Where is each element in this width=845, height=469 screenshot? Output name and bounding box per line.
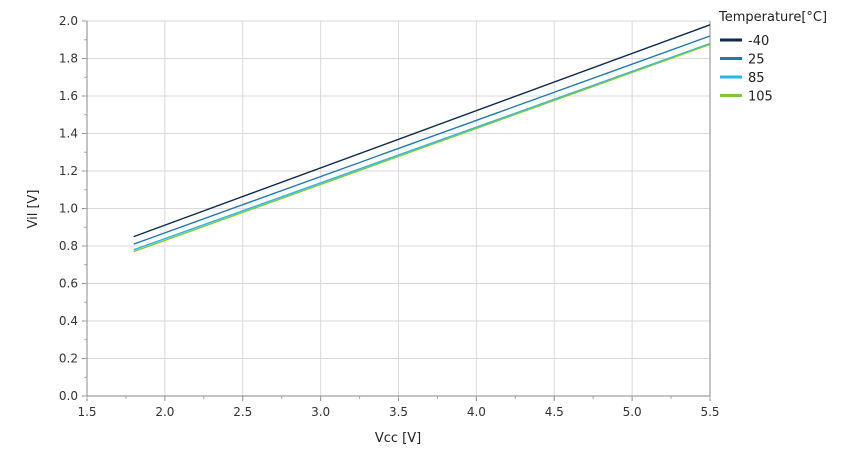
x-tick-label: 4.5: [545, 405, 564, 419]
x-tick-labels: 1.5 2.0 2.5 3.0 3.5 4.0 4.5 5.0 5.5: [77, 405, 719, 419]
series-line-105: [133, 43, 711, 253]
series-line-85: [133, 42, 711, 251]
axes: [82, 20, 711, 401]
y-tick-label: 1.2: [59, 164, 78, 178]
y-tick-label: 1.4: [59, 127, 78, 141]
y-tick-label: 0.0: [59, 389, 78, 403]
y-tick-label: 0.8: [59, 239, 78, 253]
x-tick-label: 3.5: [389, 405, 408, 419]
y-tick-label: 0.2: [59, 352, 78, 366]
y-tick-label: 1.8: [59, 52, 78, 66]
legend-label: 105: [748, 90, 773, 105]
series-lines: [133, 24, 711, 253]
x-axis-title: Vcc [V]: [375, 431, 421, 446]
x-tick-label: 5.5: [700, 405, 719, 419]
x-tick-label: 4.0: [467, 405, 486, 419]
y-tick-label: 0.6: [59, 277, 78, 291]
legend-title: Temperature[°C]: [718, 10, 827, 25]
x-tick-label: 5.0: [623, 405, 642, 419]
grid: [86, 20, 711, 397]
legend-label: 85: [748, 71, 765, 86]
x-tick-label: 2.5: [233, 405, 252, 419]
series-line--40: [133, 24, 711, 238]
y-tick-label: 1.6: [59, 89, 78, 103]
legend-label: -40: [748, 34, 769, 49]
x-tick-label: 2.0: [155, 405, 174, 419]
y-tick-label: 0.4: [59, 314, 78, 328]
x-tick-label: 3.0: [311, 405, 330, 419]
y-tick-labels: 0.0 0.2 0.4 0.6 0.8 1.0 1.2 1.4 1.6 1.8 2.0: [59, 14, 78, 403]
y-axis-title: Vil [V]: [26, 190, 41, 229]
legend-label: 25: [748, 53, 765, 68]
y-tick-label: 1.0: [59, 202, 78, 216]
legend: Temperature[°C] -40 25 85 105: [718, 10, 827, 105]
series-line-25: [133, 35, 711, 245]
y-tick-label: 2.0: [59, 14, 78, 28]
x-tick-label: 1.5: [77, 405, 96, 419]
